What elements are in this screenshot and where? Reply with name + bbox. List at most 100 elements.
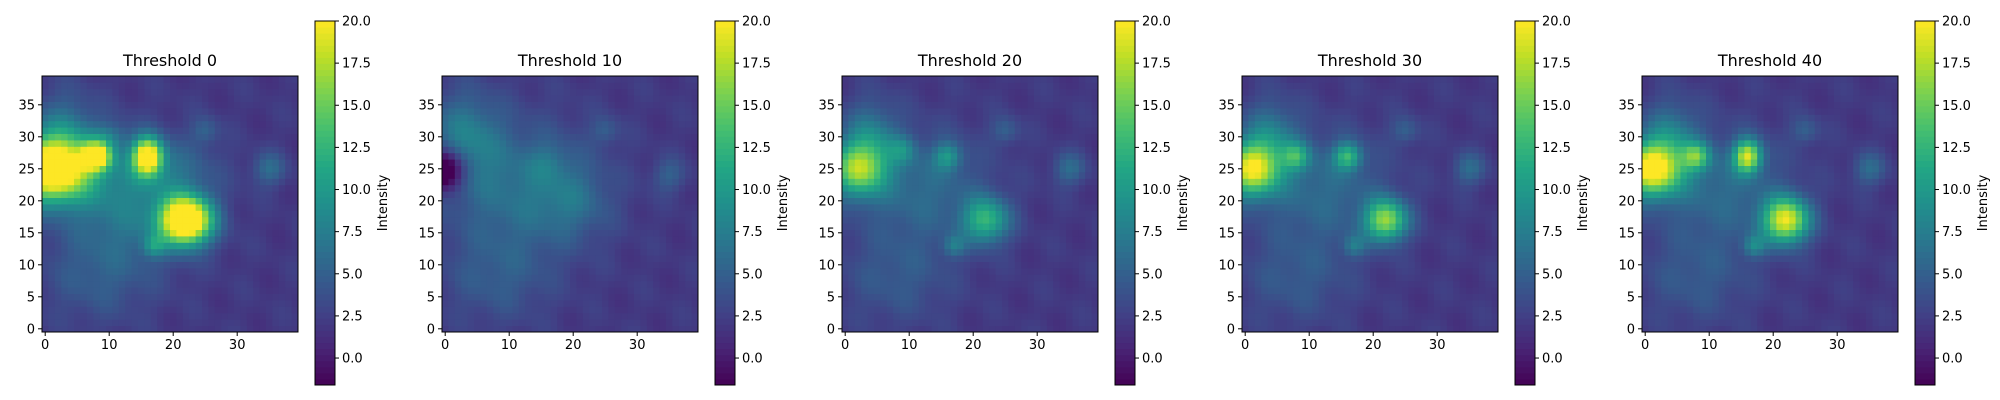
heatmap-cell	[608, 133, 616, 141]
heatmap-cell	[474, 184, 481, 192]
heatmap-cell	[691, 255, 699, 262]
heatmap-cell	[253, 178, 260, 186]
heatmap-cell	[944, 236, 952, 243]
heatmap-cell	[74, 274, 81, 282]
heatmap-cell	[99, 133, 107, 141]
colorbar-segment	[315, 215, 335, 222]
heatmap-cell	[886, 88, 894, 96]
heatmap-cell	[646, 248, 654, 256]
heatmap-cell	[272, 287, 280, 294]
heatmap-cell	[880, 293, 888, 301]
heatmap-cell	[195, 248, 203, 256]
heatmap-cell	[138, 127, 145, 134]
heatmap-cell	[461, 216, 468, 224]
heatmap-cell	[1027, 229, 1035, 237]
heatmap-cell	[653, 280, 660, 288]
heatmap-cell	[621, 274, 628, 282]
heatmap-cell	[499, 127, 507, 134]
heatmap-cell	[627, 216, 635, 224]
heatmap-cell	[550, 204, 558, 211]
colorbar-segment	[315, 124, 335, 131]
heatmap-cell	[874, 178, 881, 186]
heatmap-cell	[646, 101, 654, 109]
heatmap-cell	[842, 146, 849, 154]
heatmap-cell	[906, 306, 913, 314]
heatmap-cell	[461, 306, 468, 314]
heatmap-cell	[995, 108, 1003, 115]
heatmap-cell	[602, 242, 609, 250]
heatmap-cell	[461, 114, 468, 122]
heatmap-cell	[595, 223, 603, 230]
heatmap-cell	[848, 229, 856, 237]
heatmap-cell	[938, 76, 945, 83]
heatmap-cell	[531, 236, 539, 243]
heatmap-cell	[93, 159, 100, 166]
heatmap-cell	[861, 82, 868, 90]
heatmap-cell	[848, 306, 856, 314]
heatmap-cell	[995, 82, 1003, 90]
heatmap-cell	[893, 306, 900, 314]
heatmap-cell	[893, 178, 900, 186]
heatmap-cell	[246, 319, 254, 326]
heatmap-cell	[1078, 223, 1086, 230]
heatmap-cell	[202, 216, 209, 224]
heatmap-cell	[1008, 197, 1016, 205]
heatmap-cell	[285, 280, 292, 288]
heatmap-cell	[189, 191, 196, 198]
heatmap-cell	[1027, 172, 1035, 179]
heatmap-cell	[259, 178, 267, 186]
heatmap-cell	[1034, 261, 1041, 269]
x-tick-label: 0	[41, 338, 49, 353]
heatmap-cell	[253, 159, 260, 166]
heatmap-cell	[291, 114, 299, 122]
heatmap-cell	[1040, 268, 1048, 275]
heatmap-cell	[506, 248, 513, 256]
heatmap-cell	[208, 108, 216, 115]
heatmap-cell	[621, 210, 628, 218]
heatmap-cell	[1078, 229, 1086, 237]
heatmap-cell	[544, 133, 552, 141]
heatmap-cell	[67, 229, 75, 237]
heatmap-cell	[118, 133, 126, 141]
heatmap-cell	[666, 274, 673, 282]
heatmap-cell	[106, 120, 113, 128]
heatmap-cell	[950, 114, 958, 122]
heatmap-cell	[627, 242, 635, 250]
heatmap-cell	[1034, 216, 1041, 224]
heatmap-cell	[118, 312, 126, 320]
heatmap-cell	[893, 268, 900, 275]
heatmap-cell	[467, 216, 475, 224]
heatmap-cell	[563, 229, 571, 237]
heatmap-cell	[640, 274, 648, 282]
heatmap-cell	[621, 236, 628, 243]
heatmap-cell	[842, 127, 849, 134]
heatmap-cell	[685, 197, 692, 205]
heatmap-cell	[867, 191, 875, 198]
heatmap-cell	[285, 306, 292, 314]
heatmap-cell	[646, 127, 654, 134]
heatmap-cell	[672, 88, 680, 96]
heatmap-cell	[842, 191, 849, 198]
heatmap-cell	[138, 312, 145, 320]
heatmap-cell	[950, 300, 958, 307]
heatmap-cell	[995, 191, 1003, 198]
heatmap-cell	[189, 108, 196, 115]
heatmap-cell	[550, 216, 558, 224]
heatmap-cell	[944, 248, 952, 256]
heatmap-cell	[461, 293, 468, 301]
heatmap-cell	[221, 268, 228, 275]
heatmap-cell	[518, 255, 526, 262]
heatmap-cell	[214, 255, 222, 262]
heatmap-cell	[848, 108, 856, 115]
heatmap-cell	[938, 197, 945, 205]
heatmap-cell	[550, 76, 558, 83]
heatmap-cell	[189, 242, 196, 250]
heatmap-cell	[595, 242, 603, 250]
heatmap-cell	[538, 216, 545, 224]
heatmap-cell	[880, 306, 888, 314]
heatmap-cell	[938, 268, 945, 275]
heatmap-cell	[627, 120, 635, 128]
heatmap-cell	[848, 191, 856, 198]
heatmap-cell	[1008, 172, 1016, 179]
heatmap-cell	[886, 306, 894, 314]
